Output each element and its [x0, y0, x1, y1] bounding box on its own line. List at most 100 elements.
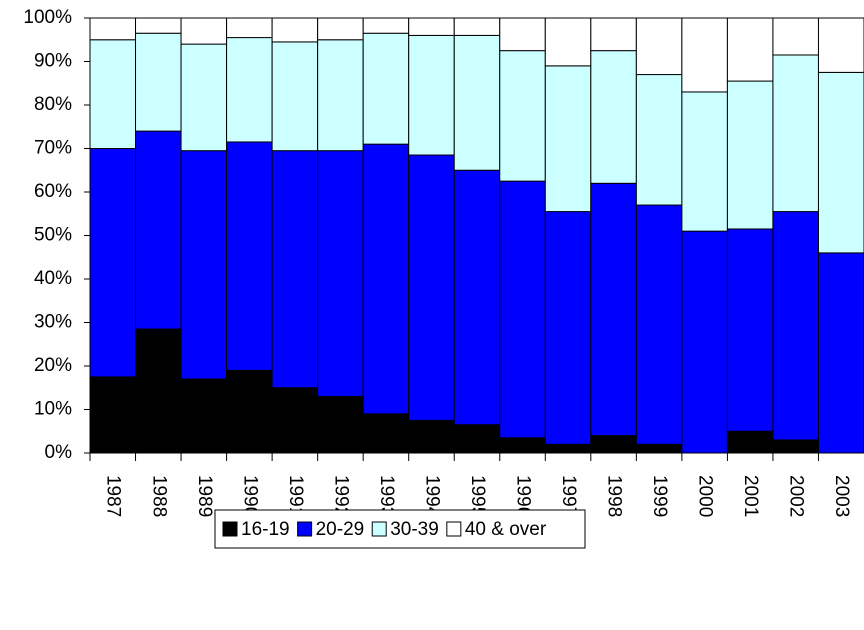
bar-segment	[590, 50, 637, 184]
x-tick-label: 1998	[604, 475, 625, 517]
y-tick-label: 20%	[34, 355, 72, 376]
bar-segment	[453, 34, 501, 171]
bar-segment	[544, 211, 592, 445]
bar-segment	[772, 17, 819, 56]
bar-segment	[362, 32, 410, 145]
bar-segment	[271, 387, 319, 454]
x-tick-label: 2002	[786, 475, 807, 517]
x-tick-label: 1987	[103, 475, 124, 517]
bar-segment	[408, 34, 455, 156]
bar-segment	[271, 17, 319, 43]
bar-segment	[135, 32, 182, 132]
legend-swatch	[446, 521, 462, 537]
bar-segment	[317, 150, 364, 397]
legend-label: 20-29	[316, 519, 365, 540]
x-tick-label: 2001	[740, 475, 761, 517]
bar-segment	[317, 395, 364, 454]
bar-segment	[362, 413, 410, 454]
bar-segment	[408, 154, 455, 421]
x-tick-label: 1992	[330, 475, 351, 517]
y-tick-label: 80%	[34, 94, 72, 115]
bar-segment	[180, 378, 228, 454]
y-tick-label: 0%	[45, 442, 73, 463]
bar-segment	[772, 439, 819, 454]
bar-segment	[635, 204, 683, 445]
bar-segment	[726, 80, 774, 230]
bar-segment	[89, 148, 137, 378]
bar-segment	[180, 17, 228, 45]
bar-segment	[772, 54, 819, 213]
legend-swatch	[222, 521, 238, 537]
bar-segment	[499, 17, 546, 52]
x-tick-label: 1999	[649, 475, 670, 517]
bar-segment	[180, 43, 228, 152]
bar-segment	[635, 17, 683, 76]
bar-segment	[635, 74, 683, 206]
x-tick-label: 1995	[467, 475, 488, 517]
bar-segment	[89, 39, 137, 149]
bar-segment	[362, 17, 410, 34]
bar-segment	[226, 141, 273, 371]
bar-segment	[635, 443, 683, 454]
y-tick-label: 50%	[34, 225, 72, 246]
bar-segment	[226, 17, 273, 39]
x-tick-label: 1997	[558, 475, 579, 517]
bar-segment	[726, 17, 774, 82]
x-tick-label: 2003	[831, 475, 852, 517]
bar-segment	[590, 17, 637, 52]
bar-segment	[590, 182, 637, 437]
legend-label: 16-19	[241, 519, 290, 540]
x-tick-label: 1988	[148, 475, 169, 517]
y-tick-label: 90%	[34, 51, 72, 72]
bar-segment	[817, 71, 864, 254]
bar-segment	[89, 376, 137, 454]
bar-segment	[453, 17, 501, 36]
bar-segment	[271, 41, 319, 152]
x-tick-label: 1990	[239, 475, 260, 517]
bar-segment	[681, 91, 728, 232]
legend-label: 30-39	[390, 519, 439, 540]
bar-segment	[135, 130, 182, 330]
bar-segment	[180, 150, 228, 380]
x-tick-label: 1994	[421, 475, 442, 518]
bar-segment	[226, 369, 273, 454]
bar-segment	[817, 252, 864, 454]
bar-segment	[453, 424, 501, 454]
bar-segment	[317, 17, 364, 41]
legend-label: 40 & over	[465, 519, 547, 540]
bar-segment	[544, 443, 592, 454]
x-tick-label: 1996	[513, 475, 534, 517]
bar-segment	[772, 211, 819, 441]
bar-segment	[681, 17, 728, 93]
bar-segment	[408, 419, 455, 454]
bar-segment	[817, 17, 864, 73]
legend-swatch	[371, 521, 387, 537]
bar-segment	[408, 17, 455, 36]
bar-segment	[89, 17, 137, 41]
y-tick-label: 40%	[34, 268, 72, 289]
bar-segment	[271, 150, 319, 389]
y-tick-label: 100%	[23, 7, 72, 28]
bar-segment	[362, 143, 410, 415]
x-tick-label: 1993	[376, 475, 397, 517]
y-tick-label: 60%	[34, 181, 72, 202]
y-tick-label: 30%	[34, 312, 72, 333]
x-tick-label: 1989	[194, 475, 215, 517]
y-tick-label: 70%	[34, 138, 72, 159]
bar-segment	[726, 430, 774, 454]
bar-segment	[135, 328, 182, 454]
bar-segment	[226, 37, 273, 143]
bar-segment	[499, 180, 546, 439]
x-tick-label: 1991	[285, 475, 306, 517]
bar-segment	[544, 17, 592, 67]
bar-segment	[726, 228, 774, 432]
bar-segment	[499, 437, 546, 454]
bar-segment	[681, 230, 728, 454]
legend-swatch	[297, 521, 313, 537]
bar-segment	[499, 50, 546, 182]
legend-box	[214, 509, 586, 549]
bar-segment	[590, 435, 637, 454]
x-tick-label: 2000	[695, 475, 716, 517]
bar-segment	[453, 169, 501, 426]
